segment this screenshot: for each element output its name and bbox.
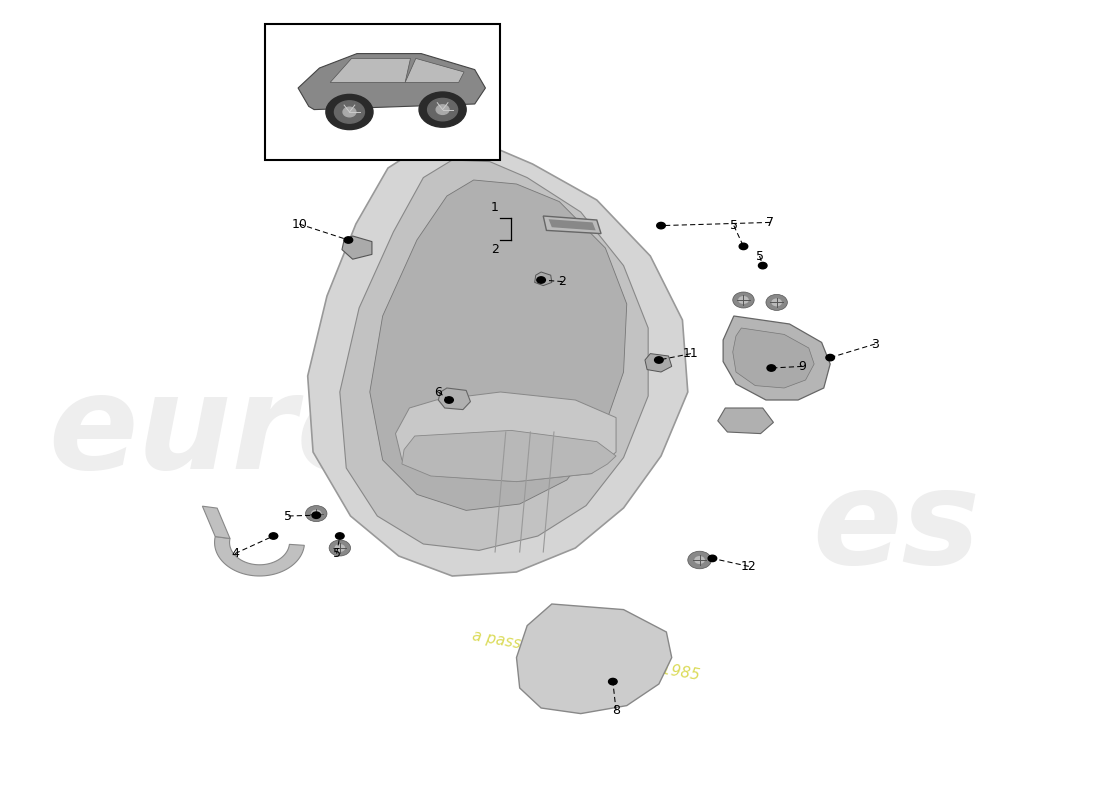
Text: es: es — [813, 465, 980, 591]
Bar — [265, 24, 500, 160]
Polygon shape — [214, 537, 305, 576]
Circle shape — [767, 365, 775, 371]
Circle shape — [733, 292, 755, 308]
Circle shape — [608, 678, 617, 685]
Polygon shape — [202, 506, 230, 538]
Text: europ: europ — [48, 369, 482, 495]
Text: 8: 8 — [612, 704, 620, 717]
Polygon shape — [718, 408, 773, 434]
Circle shape — [419, 92, 466, 127]
Text: 5: 5 — [756, 250, 763, 262]
Polygon shape — [438, 388, 471, 410]
Polygon shape — [549, 219, 596, 230]
Text: 6: 6 — [434, 386, 442, 398]
Polygon shape — [517, 604, 672, 714]
Text: 2: 2 — [491, 243, 499, 256]
Polygon shape — [396, 392, 616, 482]
Circle shape — [444, 397, 453, 403]
Circle shape — [311, 510, 321, 518]
Circle shape — [329, 540, 351, 556]
Polygon shape — [370, 180, 627, 510]
Circle shape — [343, 107, 356, 117]
Circle shape — [344, 237, 353, 243]
Circle shape — [428, 98, 458, 121]
Circle shape — [657, 222, 665, 229]
Circle shape — [270, 533, 277, 539]
Circle shape — [759, 262, 767, 269]
Circle shape — [688, 551, 712, 569]
Text: 1: 1 — [491, 202, 499, 214]
Circle shape — [771, 298, 782, 306]
Circle shape — [708, 555, 717, 562]
Text: 7: 7 — [767, 216, 774, 229]
Polygon shape — [340, 160, 648, 550]
Text: 12: 12 — [741, 560, 757, 573]
Polygon shape — [308, 140, 688, 576]
Text: 4: 4 — [231, 547, 239, 560]
Circle shape — [334, 544, 345, 552]
Circle shape — [437, 105, 449, 114]
Circle shape — [739, 243, 748, 250]
Circle shape — [826, 354, 835, 361]
Circle shape — [537, 277, 546, 283]
Text: 9: 9 — [799, 360, 806, 373]
Polygon shape — [330, 58, 410, 82]
Polygon shape — [535, 272, 552, 286]
Circle shape — [306, 506, 327, 522]
Text: 3: 3 — [871, 338, 879, 350]
Polygon shape — [543, 216, 601, 234]
Circle shape — [336, 533, 344, 539]
Polygon shape — [723, 316, 830, 400]
Text: 5: 5 — [729, 219, 738, 232]
Circle shape — [326, 94, 373, 130]
Circle shape — [334, 101, 364, 123]
Text: 5: 5 — [285, 510, 293, 522]
Circle shape — [654, 357, 663, 363]
Text: 5: 5 — [332, 547, 341, 560]
Polygon shape — [733, 328, 814, 388]
Circle shape — [694, 556, 705, 564]
Circle shape — [766, 294, 788, 310]
Text: 2: 2 — [559, 275, 566, 288]
Polygon shape — [405, 58, 464, 82]
Polygon shape — [402, 430, 616, 482]
Circle shape — [738, 296, 749, 304]
Text: 10: 10 — [292, 218, 307, 230]
Text: a passion for parts since 1985: a passion for parts since 1985 — [471, 629, 701, 683]
Polygon shape — [298, 54, 485, 110]
Text: 11: 11 — [683, 347, 698, 360]
Circle shape — [312, 512, 320, 518]
Polygon shape — [342, 236, 372, 259]
Polygon shape — [645, 354, 672, 372]
